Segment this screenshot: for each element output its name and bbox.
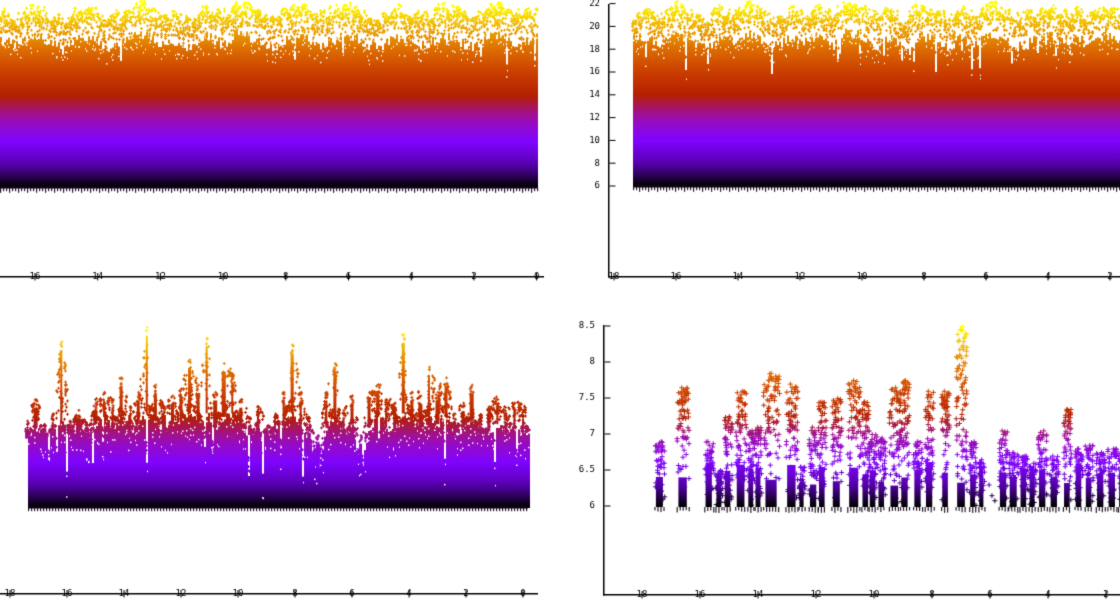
scatter-multiplot-canvas (0, 0, 1120, 600)
multiplot-figure (0, 0, 1120, 600)
